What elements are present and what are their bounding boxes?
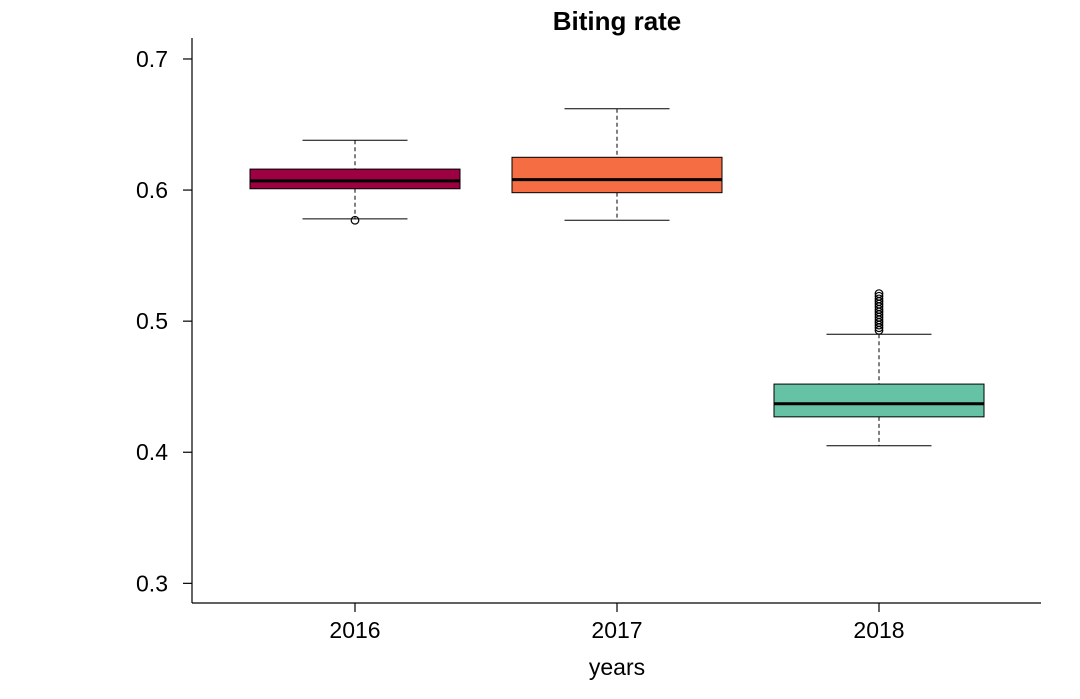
outlier-point bbox=[874, 289, 884, 299]
box-2016 bbox=[249, 168, 461, 190]
x-tick-label: 2017 bbox=[591, 617, 642, 643]
outlier-point bbox=[874, 291, 884, 301]
box-2018 bbox=[773, 383, 985, 418]
outlier-point bbox=[350, 215, 360, 225]
y-tick-label: 0.4 bbox=[136, 439, 168, 465]
x-axis-title: years bbox=[589, 654, 645, 680]
x-tick-label: 2016 bbox=[329, 617, 380, 643]
plot-area: 0.3 0.4 0.5 0.6 0.7 2016 2017 2018 bbox=[136, 38, 1041, 643]
x-tick-label: 2018 bbox=[853, 617, 904, 643]
y-tick-label: 0.3 bbox=[136, 570, 168, 596]
box-2017 bbox=[511, 156, 723, 194]
y-tick-label: 0.5 bbox=[136, 308, 168, 334]
y-tick-label: 0.6 bbox=[136, 177, 168, 203]
outlier-point bbox=[874, 294, 884, 304]
y-tick-label: 0.7 bbox=[136, 46, 168, 72]
chart-title: Biting rate bbox=[553, 6, 682, 36]
